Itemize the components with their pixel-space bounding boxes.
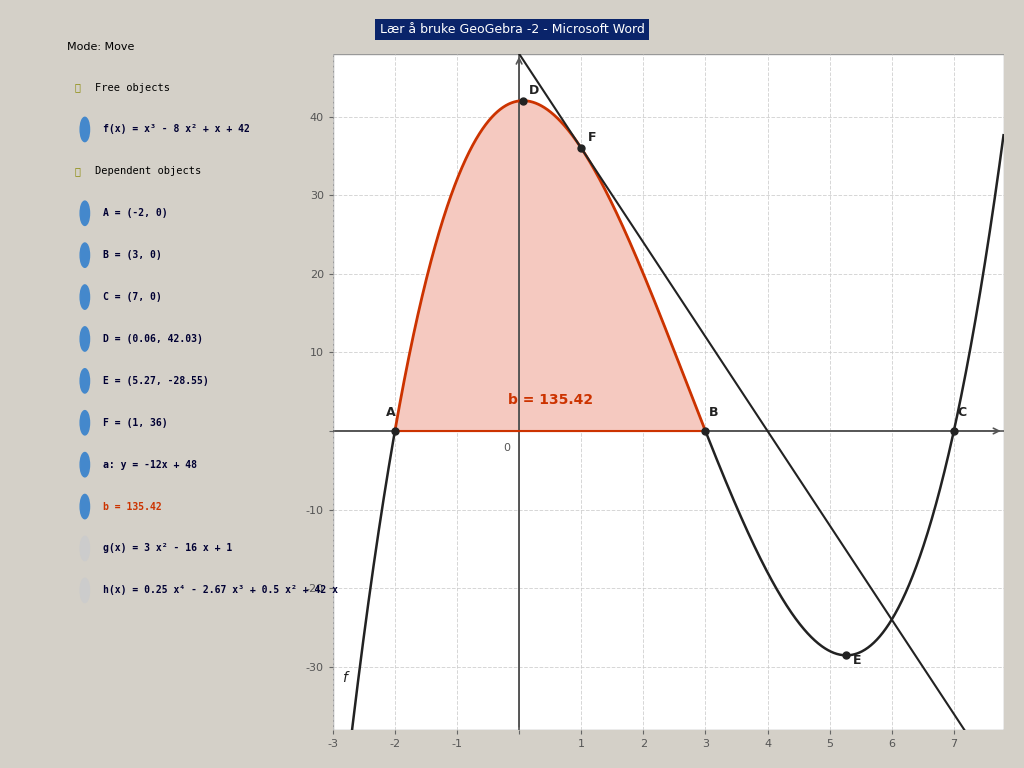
Circle shape (80, 369, 89, 393)
Text: 📁: 📁 (75, 167, 80, 177)
Text: E = (5.27, -28.55): E = (5.27, -28.55) (103, 376, 209, 386)
Text: B: B (709, 406, 718, 419)
Text: 0: 0 (503, 443, 510, 453)
Circle shape (80, 452, 89, 477)
Text: h(x) = 0.25 x⁴ - 2.67 x³ + 0.5 x² + 42 x: h(x) = 0.25 x⁴ - 2.67 x³ + 0.5 x² + 42 x (103, 585, 338, 595)
Text: Free objects: Free objects (95, 82, 170, 93)
Text: b = 135.42: b = 135.42 (103, 502, 162, 511)
Text: F = (1, 36): F = (1, 36) (103, 418, 168, 428)
Text: Lær å bruke GeoGebra -2 - Microsoft Word: Lær å bruke GeoGebra -2 - Microsoft Word (380, 23, 644, 36)
Circle shape (80, 495, 89, 518)
Text: g(x) = 3 x² - 16 x + 1: g(x) = 3 x² - 16 x + 1 (103, 544, 232, 554)
Circle shape (80, 285, 89, 310)
Text: b = 135.42: b = 135.42 (508, 393, 593, 407)
Circle shape (80, 201, 89, 226)
Text: Mode: Move: Mode: Move (67, 42, 134, 52)
Circle shape (80, 536, 89, 561)
Text: C: C (957, 406, 966, 419)
Circle shape (80, 411, 89, 435)
Circle shape (80, 578, 89, 603)
Text: F: F (588, 131, 596, 144)
Text: C = (7, 0): C = (7, 0) (103, 292, 162, 302)
Text: Dependent objects: Dependent objects (95, 167, 202, 177)
Text: a: y = -12x + 48: a: y = -12x + 48 (103, 460, 197, 470)
Text: E: E (853, 654, 861, 667)
Circle shape (80, 243, 89, 267)
Circle shape (80, 327, 89, 351)
Text: D: D (529, 84, 540, 97)
Text: f: f (342, 671, 347, 686)
Text: A: A (386, 406, 395, 419)
Text: A = (-2, 0): A = (-2, 0) (103, 208, 168, 218)
Text: f(x) = x³ - 8 x² + x + 42: f(x) = x³ - 8 x² + x + 42 (103, 124, 250, 134)
Circle shape (80, 118, 89, 141)
Text: D = (0.06, 42.03): D = (0.06, 42.03) (103, 334, 203, 344)
Text: 📁: 📁 (75, 82, 80, 93)
Text: B = (3, 0): B = (3, 0) (103, 250, 162, 260)
